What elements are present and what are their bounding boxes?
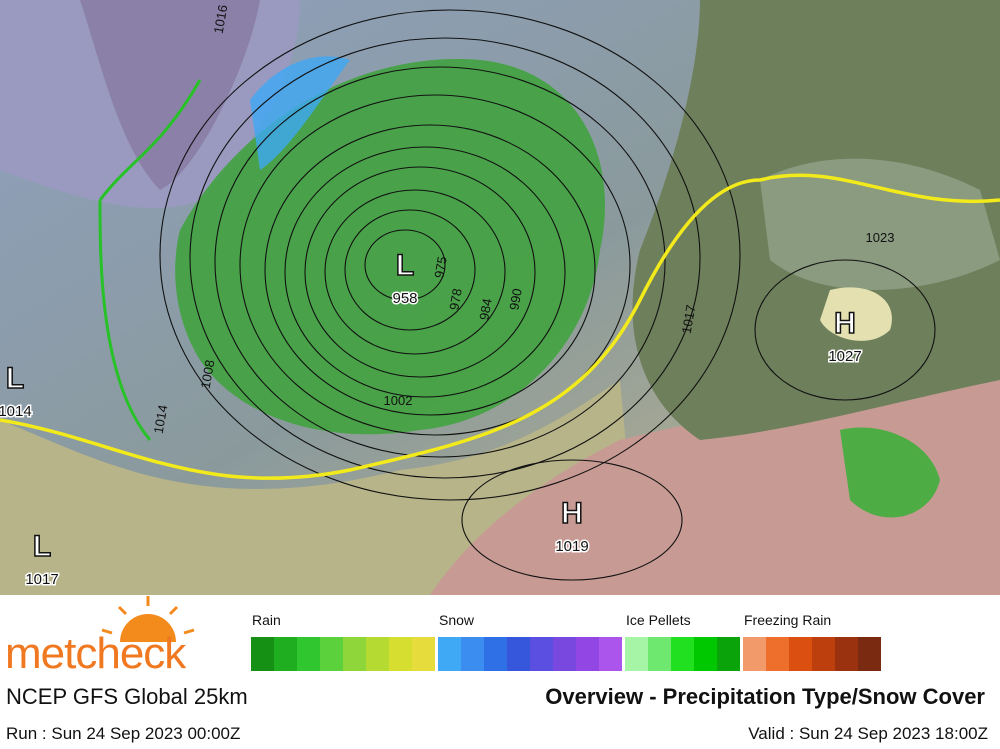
- center-pressure: 1019: [555, 538, 588, 555]
- isobar: [239, 94, 631, 436]
- run-time: Run : Sun 24 Sep 2023 00:00Z: [6, 724, 240, 743]
- legend-swatch: [625, 637, 648, 671]
- isobar-label: 1014: [151, 404, 171, 435]
- isobar: [159, 9, 741, 501]
- precip-area: [175, 59, 605, 435]
- footer: metcheck Rain Snow Ice Pellets Freezing Rai…: [0, 595, 1000, 749]
- legend-swatch: [507, 637, 530, 671]
- center-pressure: 1017: [25, 571, 58, 588]
- legend-swatch: [694, 637, 717, 671]
- precip-east: [840, 427, 940, 518]
- legend-swatch: [274, 637, 297, 671]
- brand: metcheck: [5, 629, 187, 678]
- center-pressure: 1014: [0, 403, 32, 420]
- legend-swatch: [297, 637, 320, 671]
- center-pressure: 1027: [828, 348, 861, 365]
- legend-swatch: [743, 637, 766, 671]
- pressure-centers: L 958 H 1027 H 1019 L 1017 L 1014: [0, 248, 863, 589]
- isobar-label: 975: [431, 255, 450, 279]
- isobar: [304, 166, 536, 378]
- scandinavia: [760, 158, 1000, 290]
- isobar-label: 1017: [679, 304, 699, 335]
- legend-swatch: [530, 637, 553, 671]
- isobar: [344, 209, 476, 331]
- center-symbol: L: [6, 362, 24, 395]
- isobar-label: 1016: [211, 4, 231, 35]
- center-symbol: L: [396, 249, 414, 282]
- isobar: [214, 66, 666, 458]
- legend-swatch: [438, 637, 461, 671]
- legend-swatch: [320, 637, 343, 671]
- center-symbol: H: [834, 307, 856, 340]
- model-name: NCEP GFS Global 25km: [6, 684, 248, 709]
- isobar: [264, 124, 596, 416]
- legend-swatch: [389, 637, 412, 671]
- snow-area: [250, 56, 350, 170]
- logo: metcheck: [5, 596, 195, 678]
- center-pressure: 958: [392, 290, 417, 307]
- legend-swatch: [576, 637, 599, 671]
- legend-swatch: [812, 637, 835, 671]
- legend-swatch: [251, 637, 274, 671]
- legend: Rain Snow Ice Pellets Freezing Rain: [251, 612, 881, 671]
- center-symbol: H: [561, 497, 583, 530]
- legend-swatch: [789, 637, 812, 671]
- legend-swatch: [766, 637, 789, 671]
- isobar: [461, 459, 683, 581]
- legend-swatch: [835, 637, 858, 671]
- isobar-label: 1008: [198, 359, 218, 390]
- legend-swatch: [366, 637, 389, 671]
- isobar-labels: 1002 1008 1014 1017 1023 975 990 984 978 1016: [151, 4, 895, 435]
- isobars: [0, 9, 1000, 581]
- legend-swatch: [599, 637, 622, 671]
- legend-swatch: [412, 637, 435, 671]
- legend-swatch: [671, 637, 694, 671]
- greenland: [80, 0, 260, 190]
- legend-label: Ice Pellets: [626, 612, 691, 628]
- chart-title: Overview - Precipitation Type/Snow Cover: [545, 684, 985, 709]
- legend-label: Snow: [439, 612, 475, 628]
- isobar: [324, 189, 506, 355]
- legend-label: Rain: [252, 612, 281, 628]
- logo-sun: [120, 614, 176, 642]
- legend-swatch: [717, 637, 740, 671]
- isobar: [754, 259, 936, 401]
- isobar-label: 984: [476, 297, 495, 321]
- legend-swatch: [648, 637, 671, 671]
- isobar: [284, 146, 566, 398]
- footer-bg: [0, 595, 1000, 749]
- legend-label: Freezing Rain: [744, 612, 831, 628]
- isobar-label: 978: [446, 287, 465, 311]
- map: L 958 H 1027 H 1019 L 1017 L 1014 1002 1008 1014 101…: [0, 0, 1000, 595]
- frontal-line: [0, 173, 1000, 480]
- warm-area: [820, 287, 892, 341]
- legend-swatch: [858, 637, 881, 671]
- isobar-label: 1002: [384, 393, 413, 408]
- isobar: [189, 37, 701, 479]
- legend-swatch: [461, 637, 484, 671]
- logo-rays: [101, 596, 195, 635]
- isobar: [364, 229, 446, 301]
- center-symbol: L: [33, 530, 51, 563]
- valid-time: Valid : Sun 24 Sep 2023 18:00Z: [748, 724, 988, 743]
- legend-swatch: [553, 637, 576, 671]
- legend-swatch: [484, 637, 507, 671]
- isobar-label: 990: [506, 287, 525, 311]
- legend-swatch: [343, 637, 366, 671]
- isobar-green: [98, 79, 202, 441]
- isobar-label: 1023: [866, 230, 895, 245]
